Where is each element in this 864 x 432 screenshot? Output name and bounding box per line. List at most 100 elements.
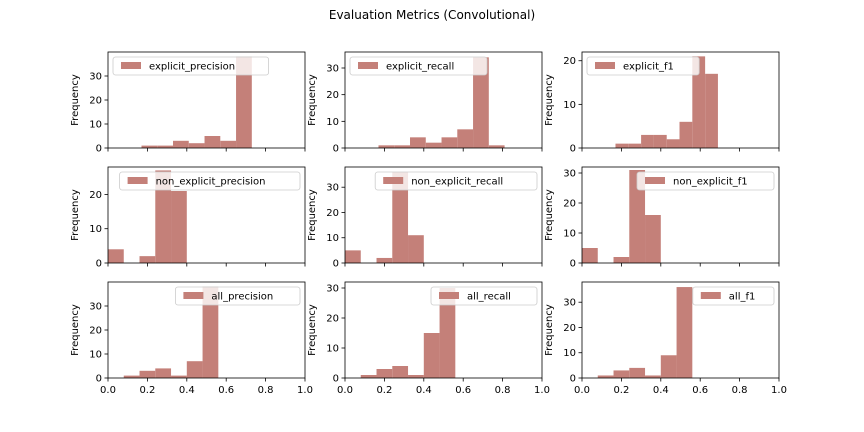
bar-all_recall-1 [376, 369, 393, 378]
legend: all_f1 [692, 286, 775, 306]
x-tick-label: 0.4 [416, 385, 432, 396]
y-tick-label: 20 [563, 56, 576, 67]
x-tick-label: 0.2 [613, 385, 629, 396]
legend-swatch [358, 62, 378, 69]
bar-explicit_f1-5 [679, 121, 693, 148]
y-tick-label: 20 [89, 326, 102, 337]
bar-explicit_recall-7 [488, 145, 505, 148]
x-tick-label: 0.8 [495, 385, 511, 396]
axes-frame [107, 166, 306, 264]
bar-all_recall-4 [423, 333, 440, 378]
y-tick-label: 30 [326, 64, 339, 75]
bar-explicit_precision-2 [173, 140, 189, 148]
subplot-explicit_recall: 0 10 20 30 Frequency explicit_recall [307, 51, 543, 155]
legend-swatch [439, 292, 459, 299]
bar-explicit_f1-4 [666, 139, 680, 148]
bar-all_precision-5 [202, 286, 219, 378]
bar-non_explicit_f1-2 [629, 170, 646, 263]
legend-swatch [127, 177, 148, 184]
y-tick-label: 0 [333, 144, 339, 155]
y-axis-label: Frequency [70, 189, 81, 241]
x-tick-label: 0.2 [376, 385, 392, 396]
bar-explicit_f1-1 [628, 143, 642, 148]
bar-all_f1-5 [676, 287, 693, 378]
y-tick-label: 0 [333, 374, 339, 385]
x-tick-label: 0.0 [100, 385, 116, 396]
legend-label: non_explicit_f1 [673, 177, 748, 188]
bar-all_precision-2 [155, 368, 172, 378]
bar-all_precision-3 [171, 375, 187, 378]
bar-explicit_recall-4 [441, 137, 458, 148]
x-tick-label: 0.0 [574, 385, 590, 396]
y-tick-label: 30 [326, 284, 339, 295]
bar-all_f1-1 [613, 370, 630, 378]
legend-box [349, 56, 488, 76]
legend-swatch [645, 177, 665, 184]
legend-swatch [121, 62, 141, 69]
y-tick-label: 0 [96, 374, 102, 385]
bar-explicit_recall-5 [457, 129, 474, 148]
bar-non_explicit_precision-0 [108, 249, 124, 263]
y-tick-label: 10 [326, 233, 339, 244]
y-tick-label: 30 [326, 183, 339, 194]
legend-label: non_explicit_recall [411, 177, 503, 188]
bar-all_precision-4 [186, 361, 203, 378]
bar-non_explicit_recall-1 [376, 257, 393, 263]
legend: non_explicit_f1 [636, 171, 775, 191]
legend-label: explicit_recall [386, 62, 454, 73]
legend-swatch [183, 292, 204, 299]
bar-non_explicit_precision-1 [139, 256, 156, 263]
subplot-non_explicit_precision: 0 10 20 Frequency non_explicit_precision [70, 166, 306, 270]
axes-frame [581, 51, 780, 149]
legend-label: explicit_f1 [623, 62, 674, 73]
bar-all_f1-2 [629, 367, 646, 378]
bar-non_explicit_f1-3 [645, 215, 661, 263]
bar-explicit_precision-1 [157, 145, 174, 148]
y-tick-label: 10 [563, 229, 576, 240]
y-tick-label: 0 [96, 259, 102, 270]
legend-swatch [595, 62, 615, 69]
bar-explicit_f1-2 [641, 134, 654, 148]
bar-explicit_recall-6 [473, 57, 489, 148]
legend-box [692, 286, 775, 306]
legend-label: all_recall [467, 292, 511, 303]
bar-explicit_recall-0 [378, 145, 395, 148]
y-tick-label: 10 [326, 117, 339, 128]
y-axis-label: Frequency [307, 304, 318, 356]
bar-all_recall-3 [408, 375, 424, 378]
bar-explicit_precision-0 [141, 145, 158, 148]
y-axis-label: Frequency [307, 74, 318, 126]
legend-box [636, 171, 775, 191]
x-tick-label: 1.0 [771, 385, 787, 396]
y-tick-label: 0 [570, 144, 576, 155]
y-axis-label: Frequency [544, 74, 555, 126]
x-tick-label: 0.2 [139, 385, 155, 396]
y-tick-label: 20 [326, 90, 339, 101]
bar-explicit_precision-4 [204, 136, 221, 148]
bar-non_explicit_f1-1 [613, 257, 630, 263]
y-tick-label: 30 [563, 169, 576, 180]
legend-swatch [700, 292, 721, 299]
subplot-explicit_precision: 0 10 20 30 Frequency explicit_precision [70, 51, 306, 155]
y-axis-label: Frequency [544, 304, 555, 356]
x-tick-label: 0.8 [258, 385, 274, 396]
legend: explicit_recall [349, 56, 488, 76]
bar-explicit_precision-5 [220, 140, 237, 148]
x-tick-label: 0.4 [653, 385, 669, 396]
y-axis-label: Frequency [70, 74, 81, 126]
subplot-explicit_f1: 0 10 20 Frequency explicit_f1 [544, 51, 780, 155]
bar-explicit_recall-3 [425, 142, 442, 148]
legend: all_precision [174, 286, 301, 306]
y-tick-label: 20 [563, 323, 576, 334]
y-tick-label: 30 [563, 298, 576, 309]
legend: explicit_f1 [586, 56, 700, 76]
bar-non_explicit_recall-3 [408, 235, 424, 263]
x-tick-label: 0.6 [218, 385, 234, 396]
legend-label: all_precision [211, 292, 273, 303]
bar-all_precision-1 [139, 370, 156, 378]
axes-frame [581, 281, 780, 379]
subplot-all_precision: 0 10 20 30 0.0 0.2 0.4 0.6 0.8 1.0 Frequency all_pr… [70, 281, 313, 396]
bar-explicit_f1-0 [615, 143, 629, 148]
bar-all_recall-5 [439, 288, 456, 378]
y-tick-label: 10 [89, 224, 102, 235]
